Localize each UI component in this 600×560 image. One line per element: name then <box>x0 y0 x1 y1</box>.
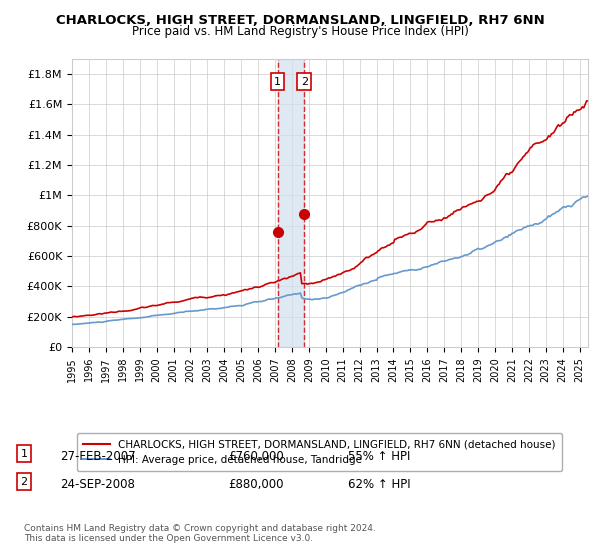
Legend: CHARLOCKS, HIGH STREET, DORMANSLAND, LINGFIELD, RH7 6NN (detached house), HPI: A: CHARLOCKS, HIGH STREET, DORMANSLAND, LIN… <box>77 433 562 471</box>
Text: £880,000: £880,000 <box>228 478 284 491</box>
Bar <box>278 59 304 347</box>
Text: 2: 2 <box>301 77 308 87</box>
Text: 27-FEB-2007: 27-FEB-2007 <box>60 450 136 463</box>
Text: 24-SEP-2008: 24-SEP-2008 <box>60 478 135 491</box>
Text: Price paid vs. HM Land Registry's House Price Index (HPI): Price paid vs. HM Land Registry's House … <box>131 25 469 38</box>
Text: CHARLOCKS, HIGH STREET, DORMANSLAND, LINGFIELD, RH7 6NN: CHARLOCKS, HIGH STREET, DORMANSLAND, LIN… <box>56 14 544 27</box>
Text: 2: 2 <box>20 477 28 487</box>
Text: Contains HM Land Registry data © Crown copyright and database right 2024.
This d: Contains HM Land Registry data © Crown c… <box>24 524 376 543</box>
Text: 1: 1 <box>20 449 28 459</box>
Text: 62% ↑ HPI: 62% ↑ HPI <box>348 478 410 491</box>
Text: £760,000: £760,000 <box>228 450 284 463</box>
Text: 1: 1 <box>274 77 281 87</box>
Text: 55% ↑ HPI: 55% ↑ HPI <box>348 450 410 463</box>
